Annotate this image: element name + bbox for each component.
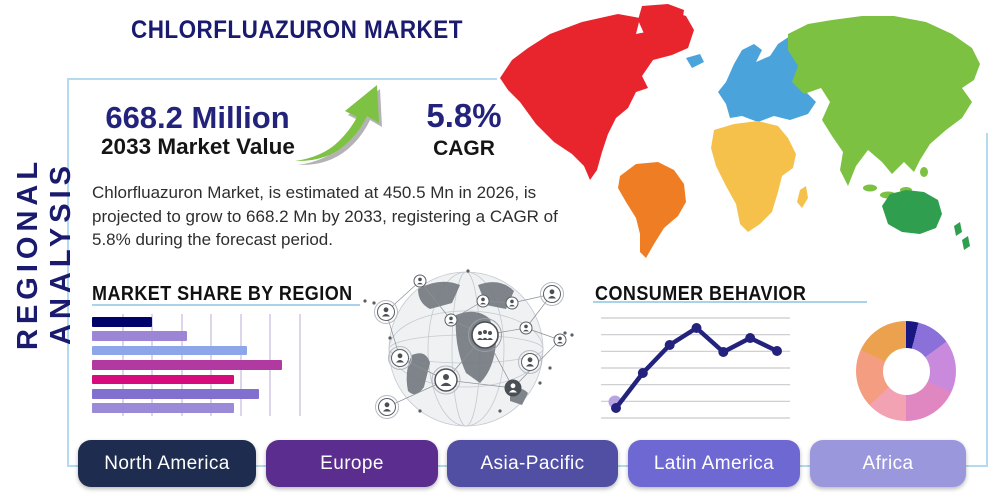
region-button-africa[interactable]: Africa <box>810 440 966 487</box>
bar-segment-6 <box>92 388 259 399</box>
line-chart <box>601 317 790 419</box>
region-button-label: Europe <box>320 452 384 474</box>
region-button-north-america[interactable]: North America <box>78 440 256 487</box>
cagr-value: 5.8% <box>426 97 502 134</box>
bar-segment-2 <box>92 331 187 341</box>
region-button-asia-pacific[interactable]: Asia-Pacific <box>447 440 618 487</box>
greenland-shape <box>638 4 684 48</box>
madagascar-shape <box>797 186 808 208</box>
bar-gridline <box>298 314 301 416</box>
arrow-body <box>295 85 379 162</box>
region-button-label: Africa <box>862 452 914 474</box>
panel-border-left <box>67 78 69 467</box>
network-nodes <box>374 274 567 419</box>
bar-segment-5 <box>92 374 235 385</box>
panel-border-right <box>986 133 988 467</box>
market-value-caption: 2033 Market Value <box>101 134 295 159</box>
region-button-europe[interactable]: Europe <box>266 440 438 487</box>
japan-shape <box>950 84 964 120</box>
donut-hole <box>882 347 930 395</box>
region-button-latin-america[interactable]: Latin America <box>628 440 800 487</box>
panel-border-top <box>67 78 497 80</box>
north-america-shape <box>500 10 694 180</box>
page-title: CHLORFLUAZURON MARKET <box>131 16 463 44</box>
region-button-label: North America <box>104 452 230 474</box>
asia-shape <box>788 16 980 186</box>
bar-chart-bars <box>92 317 298 417</box>
south-america-shape <box>618 162 686 258</box>
donut-chart <box>856 321 956 421</box>
market-share-title: MARKET SHARE BY REGION <box>92 283 353 305</box>
region-button-label: Asia-Pacific <box>480 452 585 474</box>
globe-network-graphic <box>363 269 574 427</box>
bar-segment-3 <box>92 345 247 356</box>
region-button-label: Latin America <box>653 452 775 474</box>
network-dots <box>363 269 574 413</box>
iceland-shape <box>686 54 704 68</box>
market-value: 668.2 Million <box>105 100 290 135</box>
growth-arrow-icon <box>295 85 382 166</box>
new-zealand-shape <box>954 222 970 250</box>
world-map <box>500 4 980 258</box>
africa-shape <box>711 121 796 232</box>
bar-segment-7 <box>92 403 235 413</box>
consumer-behavior-underline <box>593 301 867 303</box>
side-vertical-label: REGIONAL ANALYSIS <box>12 156 77 350</box>
bar-segment-1 <box>92 317 152 327</box>
consumer-behavior-title: CONSUMER BEHAVIOR <box>595 283 807 305</box>
market-description: Chlorfluazuron Market, is estimated at 4… <box>92 183 558 249</box>
market-share-underline <box>92 304 360 306</box>
bar-segment-4 <box>92 360 282 370</box>
cagr-caption: CAGR <box>433 137 495 160</box>
australia-shape <box>882 190 942 234</box>
